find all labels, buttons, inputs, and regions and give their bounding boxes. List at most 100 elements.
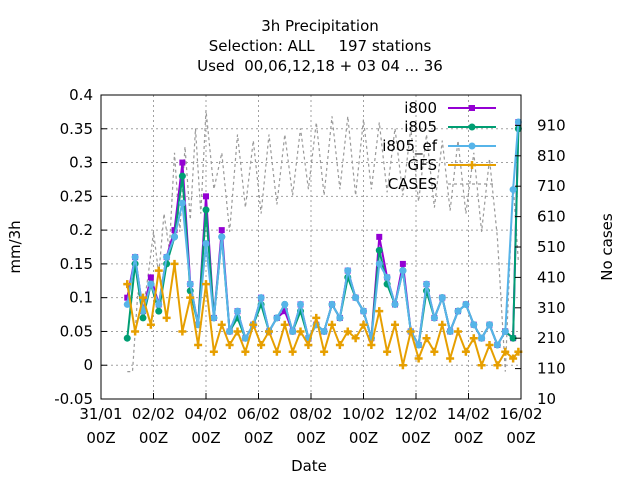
- legend-marker: [469, 105, 475, 111]
- data-point: [210, 314, 218, 322]
- chart-title-line-1: 3h Precipitation: [261, 17, 379, 35]
- data-point: [509, 186, 517, 194]
- chart-title-line-2: Selection: ALL 197 stations: [208, 37, 432, 55]
- data-point: [249, 320, 258, 329]
- series-i805-ef: [123, 118, 522, 349]
- data-point: [257, 294, 265, 302]
- data-point: [320, 347, 329, 356]
- data-point: [343, 327, 352, 336]
- data-point: [344, 267, 352, 275]
- data-point: [186, 293, 195, 302]
- y-tick-label: -0.05: [54, 390, 93, 408]
- series-line: [127, 110, 519, 373]
- x-tick-hour-label: 00Z: [244, 429, 273, 447]
- data-point: [202, 240, 210, 248]
- data-point: [469, 334, 478, 343]
- data-point: [485, 340, 494, 349]
- data-point: [163, 253, 171, 261]
- x-tick-hour-label: 00Z: [296, 429, 325, 447]
- legend-marker: [468, 161, 476, 169]
- series-cases: [127, 110, 519, 373]
- data-point: [430, 347, 439, 356]
- legend-label: i805: [404, 118, 437, 136]
- y-tick-label: 0.3: [69, 154, 93, 172]
- y-tick-label: 0: [83, 356, 93, 374]
- data-point: [398, 361, 407, 370]
- data-point: [376, 233, 383, 240]
- data-point: [297, 300, 304, 308]
- data-point: [351, 334, 360, 343]
- data-point: [226, 327, 234, 335]
- legend-marker: [468, 142, 476, 150]
- x-tick-date-label: 31/01: [79, 405, 122, 423]
- data-point: [123, 280, 132, 289]
- data-point: [272, 347, 281, 356]
- y-tick-label: 0.25: [60, 187, 93, 205]
- data-point: [399, 267, 407, 275]
- series-gfs: [123, 259, 523, 370]
- data-point: [257, 340, 266, 349]
- data-point: [281, 308, 288, 315]
- data-point: [501, 327, 509, 335]
- x-axis-label: Date: [291, 457, 327, 475]
- data-point: [312, 313, 321, 322]
- x-axis-ticks: 31/01 00Z 02/02 00Z 04/02 00Z 06/02 00Z 08/02 00Z…: [79, 393, 543, 447]
- data-point: [336, 314, 344, 322]
- series-i805: [123, 125, 522, 349]
- y2-tick-label: 610: [537, 208, 566, 226]
- data-point: [454, 327, 462, 336]
- x-tick-hour-label: 00Z: [349, 429, 378, 447]
- data-point: [406, 327, 415, 336]
- x-tick-hour-label: 00Z: [506, 429, 535, 447]
- data-point: [493, 361, 502, 370]
- x-tick-hour-label: 00Z: [86, 429, 115, 447]
- data-point: [146, 320, 155, 329]
- y2-tick-label: 210: [537, 329, 566, 347]
- data-point: [289, 327, 297, 335]
- x-tick-hour-label: 00Z: [454, 429, 483, 447]
- legend-label: i805_ef: [382, 137, 438, 156]
- y-tick-label: 0.15: [60, 255, 93, 273]
- data-point: [241, 334, 249, 342]
- x-tick-date-label: 04/02: [184, 405, 227, 423]
- y-axis-ticks: -0.05 0 0.05 0.1 0.15 0.2 0.25 0.3 0.35 0.4: [54, 86, 107, 408]
- data-point: [501, 347, 510, 356]
- data-point: [202, 206, 210, 214]
- y2-tick-label: 910: [537, 116, 566, 134]
- data-point: [162, 313, 171, 322]
- series-i800: [124, 119, 522, 349]
- data-point: [399, 260, 406, 267]
- data-point: [154, 266, 163, 275]
- x-tick-hour-label: 00Z: [139, 429, 168, 447]
- y2-axis-label: No cases: [598, 213, 616, 281]
- x-tick-date-label: 12/02: [394, 405, 437, 423]
- data-point: [273, 314, 281, 322]
- data-point: [462, 300, 470, 308]
- data-point: [414, 354, 423, 363]
- x-tick-date-label: 06/02: [237, 405, 280, 423]
- data-point: [225, 340, 234, 349]
- y-tick-label: 0.1: [69, 289, 93, 307]
- data-point: [509, 334, 517, 342]
- data-point: [391, 320, 399, 329]
- data-point: [391, 300, 399, 308]
- y2-tick-label: 710: [537, 177, 566, 195]
- data-point: [509, 354, 518, 363]
- data-point: [304, 340, 313, 349]
- data-point: [486, 321, 493, 329]
- legend-label: GFS: [407, 156, 437, 174]
- data-point: [328, 300, 336, 308]
- data-point: [383, 347, 392, 356]
- data-point: [155, 307, 163, 315]
- y-tick-label: 0.35: [60, 120, 93, 138]
- data-point: [375, 307, 384, 316]
- x-tick-date-label: 08/02: [289, 405, 332, 423]
- data-point: [234, 307, 241, 315]
- y2-tick-label: 110: [537, 360, 566, 378]
- data-point: [178, 172, 186, 180]
- data-point: [139, 314, 147, 322]
- legend-label: i800: [404, 99, 437, 117]
- x-tick-date-label: 10/02: [342, 405, 385, 423]
- x-tick-date-label: 14/02: [447, 405, 490, 423]
